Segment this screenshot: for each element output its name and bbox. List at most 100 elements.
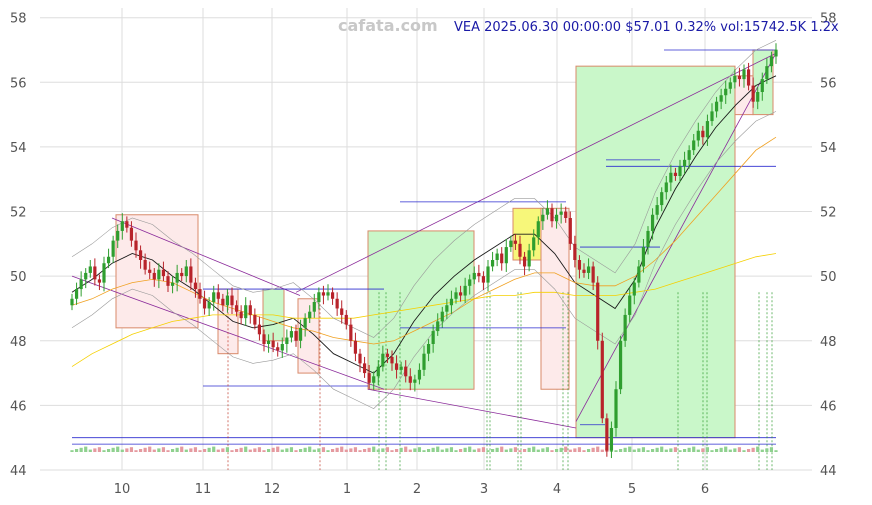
volume-bar [152, 449, 156, 452]
candle-body [445, 305, 449, 312]
candle-body [687, 150, 691, 160]
y-axis-right: 44 46 48 50 52 54 56 58 [820, 12, 837, 479]
volume-bar [111, 447, 115, 452]
volume-bar [207, 447, 211, 452]
volume-bar [678, 450, 682, 452]
candle-body [225, 295, 230, 306]
volume-bar [760, 449, 764, 452]
candle-body [582, 269, 586, 273]
volume-bar [312, 449, 316, 452]
y-tick-label: 50 [10, 270, 27, 285]
candle-body [308, 311, 312, 319]
candlestick-series [70, 43, 778, 459]
volume-bar [449, 447, 454, 452]
volume-bar [518, 450, 522, 452]
candle-body [362, 363, 367, 374]
volume-bar [742, 450, 746, 452]
candle-body [93, 266, 97, 280]
candle-body [399, 366, 403, 370]
volume-bar [463, 447, 467, 452]
candle-body [468, 279, 472, 286]
volume-bar [596, 446, 600, 452]
y-tick-label: 46 [10, 399, 27, 414]
volume-bar [70, 450, 74, 452]
candle-body [522, 256, 527, 267]
candle-body [404, 366, 408, 377]
candle-body [660, 192, 664, 206]
volume-bar [431, 447, 435, 452]
candle-body [586, 266, 591, 273]
candle-body [751, 85, 755, 102]
candle-body [74, 289, 79, 299]
pattern-boxes [71, 49, 777, 470]
volume-bar [618, 449, 623, 452]
volume-bar [655, 447, 659, 452]
volume-bar [79, 447, 83, 452]
candle-body [106, 256, 111, 264]
volume-bar [436, 446, 440, 452]
volume-bar [102, 450, 106, 452]
y-tick-label: 44 [820, 464, 837, 479]
volume-bar [660, 446, 664, 452]
candle-body [641, 247, 646, 267]
candle-body [426, 344, 431, 354]
volume-bar [673, 447, 678, 452]
y-tick-label: 48 [10, 335, 27, 350]
volume-bar [157, 448, 161, 452]
volume-bar [376, 449, 380, 452]
candle-body [550, 208, 554, 222]
volume-bar [486, 450, 490, 452]
candle-body [394, 363, 399, 370]
candle-body [221, 298, 225, 306]
candle-body [646, 230, 650, 248]
ticker-info: VEA 2025.06.30 00:00:00 $57.01 0.32% vol… [454, 20, 839, 35]
candle-body [440, 311, 444, 322]
candle-body [573, 243, 577, 260]
volume-bar [769, 447, 774, 452]
candle-body [765, 66, 769, 80]
candle-body [692, 140, 696, 151]
volume-bar [326, 450, 330, 452]
candle-body [253, 314, 257, 325]
volume-bar [541, 448, 545, 452]
volume-bar [632, 449, 636, 452]
candle-body [477, 272, 481, 277]
candle-body [696, 130, 700, 141]
volume-bar [614, 450, 618, 452]
volume-bar [650, 449, 655, 452]
candle-body [500, 253, 504, 264]
candle-body [175, 272, 179, 283]
candle-body [705, 121, 710, 138]
x-tick-label: 6 [701, 482, 709, 497]
candle-body [116, 230, 120, 241]
volume-bar [719, 447, 723, 452]
candle-body [472, 272, 476, 280]
volume-bar [687, 447, 691, 452]
candle-body [84, 272, 88, 280]
candle-body [769, 56, 774, 67]
candle-body [408, 376, 412, 383]
volume-bar [170, 449, 175, 452]
volume-bar [710, 450, 714, 452]
volume-bar [573, 448, 577, 452]
candle-body [463, 285, 467, 296]
candle-body [266, 340, 271, 344]
candle-body [330, 292, 335, 299]
volume-bar [134, 450, 138, 452]
candle-body [509, 240, 513, 248]
volume-bar [545, 447, 550, 452]
volume-bar [440, 449, 444, 452]
candle-body [495, 253, 499, 260]
candle-body [655, 205, 659, 215]
volume-bar [404, 446, 408, 452]
volume-bar [358, 450, 362, 452]
volume-bar [262, 450, 266, 452]
candle-body [170, 282, 175, 286]
x-tick-label: 1 [343, 482, 351, 497]
candle-body [600, 340, 604, 419]
volume-bar [125, 448, 129, 452]
candle-body [276, 347, 280, 351]
volume-bar [445, 448, 449, 452]
volume-bar [696, 449, 700, 452]
